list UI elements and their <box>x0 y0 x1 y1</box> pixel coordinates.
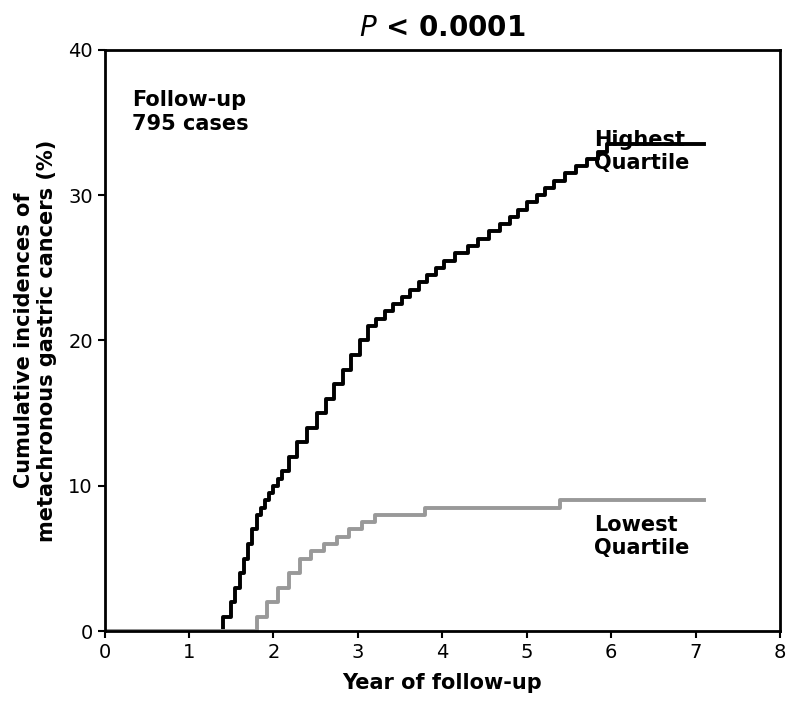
Text: Follow-up
795 cases: Follow-up 795 cases <box>132 90 248 134</box>
Y-axis label: Cumulative incidences of
metachronous gastric cancers (%): Cumulative incidences of metachronous ga… <box>14 139 57 542</box>
X-axis label: Year of follow-up: Year of follow-up <box>342 673 542 693</box>
Title: $\mathit{P}$ < 0.0001: $\mathit{P}$ < 0.0001 <box>359 14 526 42</box>
Text: Lowest
Quartile: Lowest Quartile <box>594 515 690 558</box>
Text: Highest
Quartile: Highest Quartile <box>594 129 690 173</box>
